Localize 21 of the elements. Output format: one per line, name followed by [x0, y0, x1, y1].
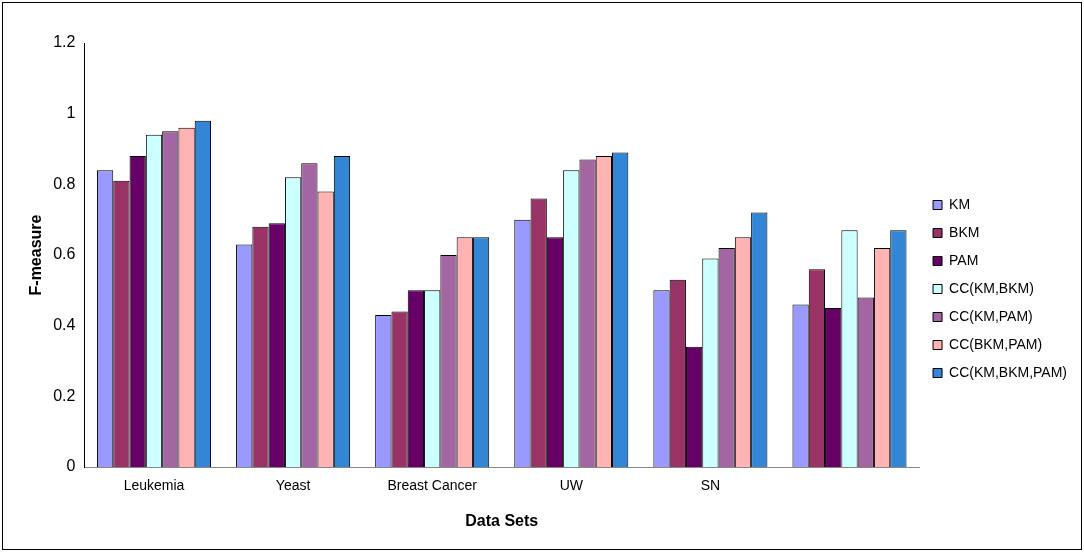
x-tick-label: Leukemia: [123, 477, 185, 494]
y-tick-label: 1: [66, 104, 76, 122]
legend-label: CC(BKM,PAM): [949, 335, 1043, 352]
y-axis-title: F-measure: [27, 214, 45, 296]
y-tick-label: 0.2: [53, 386, 76, 404]
y-tick-label: 0.6: [53, 245, 76, 263]
legend-label: CC(KM,BKM,PAM): [949, 363, 1068, 380]
x-tick-label: Yeast: [275, 477, 311, 494]
legend-label: CC(KM,BKM): [949, 279, 1034, 296]
legend-label: CC(KM,PAM): [949, 307, 1033, 324]
x-tick-label: Breast Cancer: [387, 477, 478, 494]
y-tick-label: 0.4: [53, 316, 76, 334]
x-axis-title: Data Sets: [465, 511, 539, 529]
legend-label: KM: [949, 195, 971, 212]
legend-label: BKM: [949, 223, 980, 240]
x-tick-label: SN: [700, 477, 721, 494]
y-tick-label: 0.8: [53, 174, 76, 192]
legend-label: PAM: [949, 251, 979, 268]
y-tick-label: 1.2: [53, 33, 76, 51]
y-tick-label: 0: [66, 457, 76, 475]
x-tick-label: UW: [559, 477, 584, 494]
